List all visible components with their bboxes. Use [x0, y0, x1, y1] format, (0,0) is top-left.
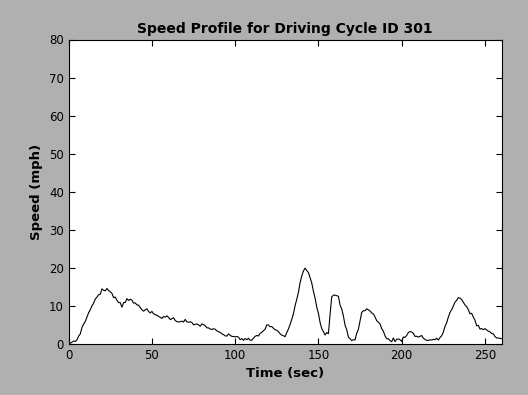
- Y-axis label: Speed (mph): Speed (mph): [30, 143, 43, 240]
- Title: Speed Profile for Driving Cycle ID 301: Speed Profile for Driving Cycle ID 301: [137, 22, 433, 36]
- X-axis label: Time (sec): Time (sec): [246, 367, 324, 380]
